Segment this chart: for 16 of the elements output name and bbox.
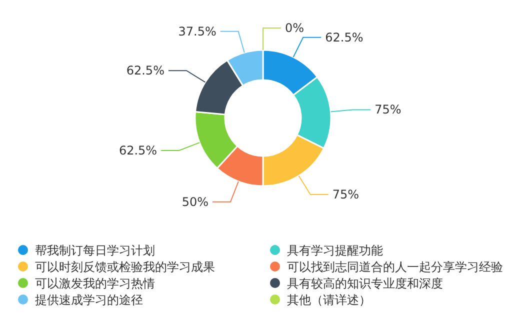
legend-label: 可以时刻反馈或检验我的学习成果 — [35, 260, 215, 274]
data-label: 62.5% — [118, 144, 158, 158]
legend-label: 可以找到志同道合的人一起分享学习经验 — [287, 260, 503, 274]
legend-label: 其他（请详述） — [287, 293, 371, 307]
text: 0% — [285, 21, 304, 35]
legend-label: 可以激发我的学习热情 — [35, 276, 155, 290]
legend-label: 具有学习提醒功能 — [287, 244, 383, 258]
data-label: 75% — [332, 188, 360, 202]
data-label: 37.5% — [178, 24, 216, 38]
legend-label: 提供速成学习的途径 — [35, 293, 143, 307]
data-label: 75% — [374, 102, 402, 117]
data-label: 62.5% — [126, 64, 164, 78]
legend-label: 具有较高的知识专业度和深度 — [287, 276, 443, 290]
legend-label: 帮我制订每日学习计划 — [35, 244, 155, 258]
data-label: 62.5% — [325, 30, 364, 44]
data-label: 50% — [182, 194, 208, 209]
